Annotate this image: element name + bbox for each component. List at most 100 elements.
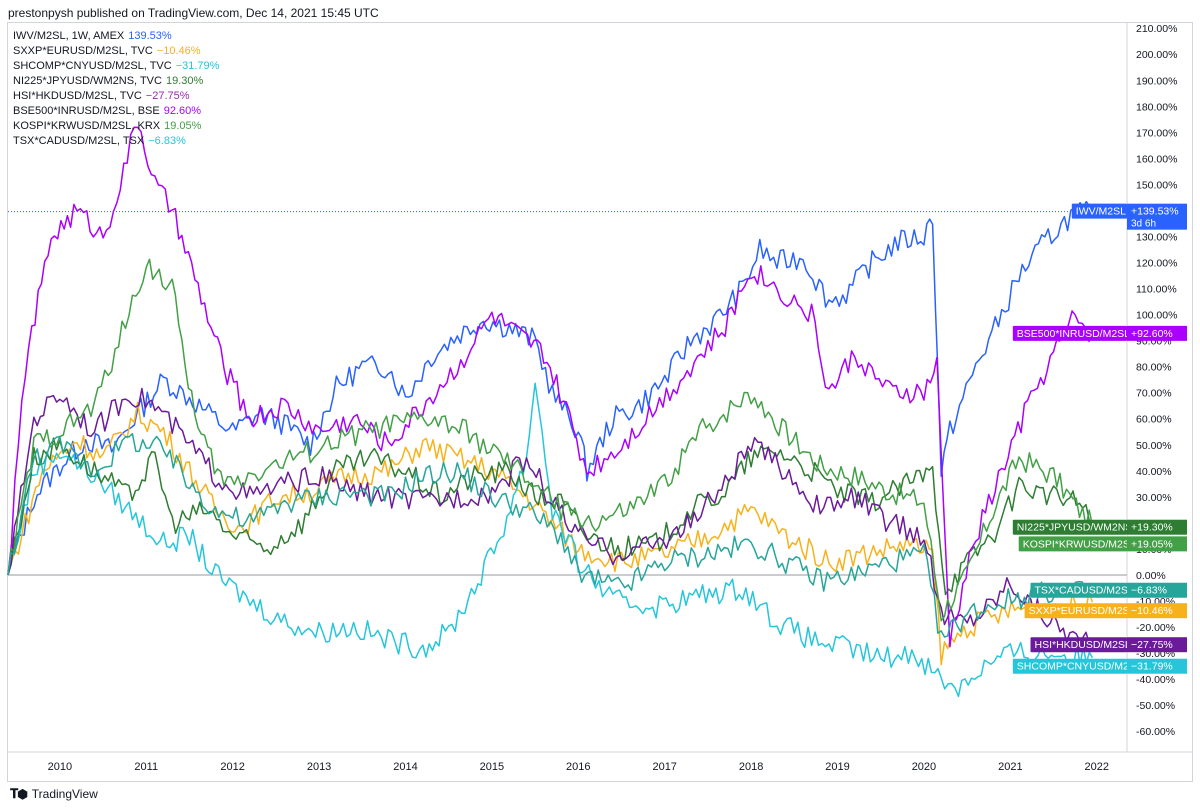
legend-value: 139.53% — [128, 30, 172, 42]
y-tick-label: 70.00% — [1136, 388, 1172, 400]
series-value-badge-label: +19.05% — [1131, 538, 1173, 550]
series-name-badge-label: TSX*CADUSD/M2SL — [1035, 585, 1134, 597]
series-value-badge-label: −27.75% — [1131, 639, 1173, 651]
series-name-badge-label: KOSPI*KRWUSD/M2SL — [1023, 538, 1136, 550]
legend-item[interactable]: HSI*HKDUSD/M2SL, TVC −27.75% — [13, 89, 219, 104]
legend-value: 19.05% — [164, 120, 202, 132]
series-value-badge — [1127, 637, 1187, 653]
legend-item[interactable]: SXXP*EURUSD/M2SL, TVC −10.46% — [13, 44, 219, 59]
series-line-tsx-cadusd-m2sl — [7, 432, 1093, 638]
legend-item[interactable]: BSE500*INRUSD/M2SL, BSE 92.60% — [13, 104, 219, 119]
x-tick-label: 2015 — [480, 761, 504, 773]
y-tick-label: 180.00% — [1136, 101, 1177, 113]
series-name-badge — [1030, 637, 1127, 653]
tradingview-logo-icon[interactable]: 𝐓⬢ — [10, 786, 28, 801]
y-tick-label: 190.00% — [1136, 75, 1177, 87]
series-name-badge — [1030, 582, 1127, 598]
series-line-kospi-krwusd-m2sl — [7, 258, 1094, 622]
y-tick-label: 80.00% — [1136, 362, 1172, 374]
legend-value: −6.83% — [148, 135, 186, 147]
series-line-ni225-jpyusd-wm2ns — [7, 437, 1093, 596]
y-tick-label: 210.00% — [1136, 23, 1177, 35]
y-tick-label: 30.00% — [1136, 492, 1172, 504]
series-name-badge-label: SXXP*EURUSD/M2SL — [1029, 605, 1136, 617]
legend-value: −10.46% — [156, 45, 201, 57]
legend-item[interactable]: TSX*CADUSD/M2SL, TSX −6.83% — [13, 134, 219, 149]
x-tick-label: 2020 — [912, 761, 936, 773]
series-value-badge — [1127, 603, 1187, 619]
legend-label: IWV/M2SL, 1W, AMEX — [13, 30, 125, 42]
y-tick-label: 200.00% — [1136, 49, 1177, 61]
series-value-badge-label: −6.83% — [1131, 585, 1167, 597]
y-tick-label: 50.00% — [1136, 440, 1172, 452]
y-tick-label: -20.00% — [1136, 622, 1175, 634]
legend-label: NI225*JPYUSD/WM2NS, TVC — [13, 75, 162, 87]
x-tick-label: 2016 — [566, 761, 590, 773]
y-tick-label: 150.00% — [1136, 179, 1177, 191]
series-value-badge — [1127, 519, 1187, 535]
series-name-badge — [1071, 203, 1127, 219]
x-tick-label: 2014 — [393, 761, 417, 773]
x-tick-label: 2019 — [825, 761, 849, 773]
series-value-badge-label: +19.30% — [1131, 522, 1173, 534]
series-name-badge-label: BSE500*INRUSD/M2SL — [1017, 328, 1130, 340]
series-name-badge — [1012, 325, 1127, 341]
y-tick-label: 120.00% — [1136, 258, 1177, 270]
series-value-badge — [1127, 582, 1187, 598]
series-name-badge-label: SHCOMP*CNYUSD/M2SL — [1017, 661, 1142, 673]
y-tick-label: 100.00% — [1136, 310, 1177, 322]
series-line-shcomp-cnyusd-m2sl — [7, 382, 1094, 698]
legend-label: TSX*CADUSD/M2SL, TSX — [13, 135, 145, 147]
x-tick-label: 2011 — [134, 761, 158, 773]
series-value-badge — [1127, 536, 1187, 552]
footer-brand[interactable]: TradingView — [31, 787, 98, 801]
x-tick-label: 2018 — [739, 761, 763, 773]
legend-label: HSI*HKDUSD/M2SL, TVC — [13, 90, 142, 102]
x-tick-label: 2010 — [48, 761, 72, 773]
series-legend: IWV/M2SL, 1W, AMEX 139.53% SXXP*EURUSD/M2S… — [13, 29, 219, 149]
series-value-badge-label: −10.46% — [1131, 605, 1173, 617]
publisher-header: prestonpysh published on TradingView.com… — [8, 6, 379, 20]
y-tick-label: -60.00% — [1136, 726, 1175, 738]
series-value-badge-label: −31.79% — [1131, 661, 1173, 673]
series-countdown-label: 3d 6h — [1131, 219, 1156, 230]
legend-label: BSE500*INRUSD/M2SL, BSE — [13, 105, 160, 117]
series-value-badge-label: +139.53% — [1131, 206, 1179, 218]
legend-item[interactable]: KOSPI*KRWUSD/M2SL, KRX 19.05% — [13, 119, 219, 134]
y-tick-label: 40.00% — [1136, 466, 1172, 478]
x-tick-label: 2017 — [652, 761, 676, 773]
series-line-iwv-m2sl — [7, 200, 1094, 576]
y-tick-label: -50.00% — [1136, 700, 1175, 712]
series-name-badge — [1012, 658, 1127, 674]
x-tick-label: 2012 — [220, 761, 244, 773]
legend-item[interactable]: NI225*JPYUSD/WM2NS, TVC 19.30% — [13, 74, 219, 89]
legend-item[interactable]: SHCOMP*CNYUSD/M2SL, TVC −31.79% — [13, 59, 219, 74]
series-name-badge — [1012, 519, 1127, 535]
series-line-bse500-inrusd-m2sl — [7, 126, 1094, 648]
series-value-badge-label: +92.60% — [1131, 328, 1173, 340]
series-value-badge — [1127, 325, 1187, 341]
x-tick-label: 2013 — [307, 761, 331, 773]
y-tick-label: 110.00% — [1136, 284, 1177, 296]
y-tick-label: 160.00% — [1136, 153, 1177, 165]
x-tick-label: 2021 — [998, 761, 1022, 773]
y-tick-label: 60.00% — [1136, 414, 1172, 426]
footer: 𝐓⬢ TradingView — [10, 786, 98, 802]
legend-item[interactable]: IWV/M2SL, 1W, AMEX 139.53% — [13, 29, 219, 44]
legend-value: −27.75% — [145, 90, 190, 102]
series-name-badge — [1024, 603, 1127, 619]
legend-value: 92.60% — [163, 105, 202, 117]
series-name-badge-label: NI225*JPYUSD/WM2NS — [1017, 522, 1133, 534]
series-line-hsi-hkdusd-m2sl — [7, 387, 1093, 648]
series-value-badge — [1127, 203, 1187, 230]
chart-frame — [7, 22, 1193, 782]
y-tick-label: -40.00% — [1136, 674, 1175, 686]
legend-label: KOSPI*KRWUSD/M2SL, KRX — [13, 120, 161, 132]
y-tick-label: 170.00% — [1136, 127, 1177, 139]
legend-label: SXXP*EURUSD/M2SL, TVC — [13, 45, 153, 57]
series-value-badge — [1127, 658, 1187, 674]
y-tick-label: 0.00% — [1136, 570, 1166, 582]
x-tick-label: 2022 — [1085, 761, 1109, 773]
series-name-badge-label: IWV/M2SL — [1076, 206, 1126, 218]
